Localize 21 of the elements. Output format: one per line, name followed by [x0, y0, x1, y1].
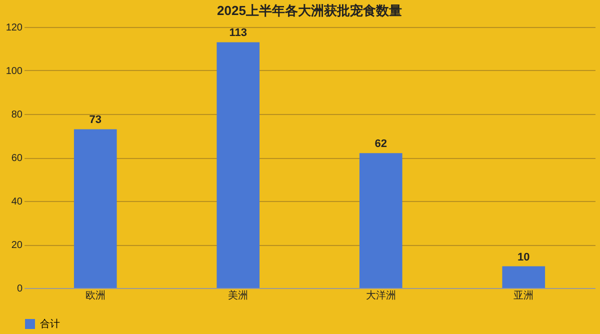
x-tick-label: 亚洲	[514, 290, 534, 302]
legend-label: 合计	[40, 318, 60, 330]
y-tick-label: 40	[11, 196, 23, 208]
y-tick-label: 0	[16, 284, 23, 294]
data-label: 73	[89, 114, 102, 126]
data-label: 113	[229, 27, 247, 40]
bar	[359, 153, 402, 288]
bar	[216, 42, 260, 288]
y-tick-label: 60	[11, 153, 23, 164]
x-tick-label: 美洲	[228, 290, 248, 302]
data-label: 62	[374, 138, 387, 150]
chart-title: 2025上半年各大洲获批宠食数量	[217, 3, 402, 18]
x-tick-label: 欧洲	[85, 290, 106, 302]
x-tick-label: 大洋洲	[366, 290, 396, 302]
y-tick-label: 120	[6, 22, 23, 34]
bar	[502, 266, 546, 288]
y-tick-label: 20	[11, 240, 23, 251]
data-label: 10	[518, 251, 530, 264]
y-tick-label: 100	[6, 66, 23, 77]
y-tick-label: 80	[11, 110, 23, 120]
bar	[74, 129, 117, 288]
